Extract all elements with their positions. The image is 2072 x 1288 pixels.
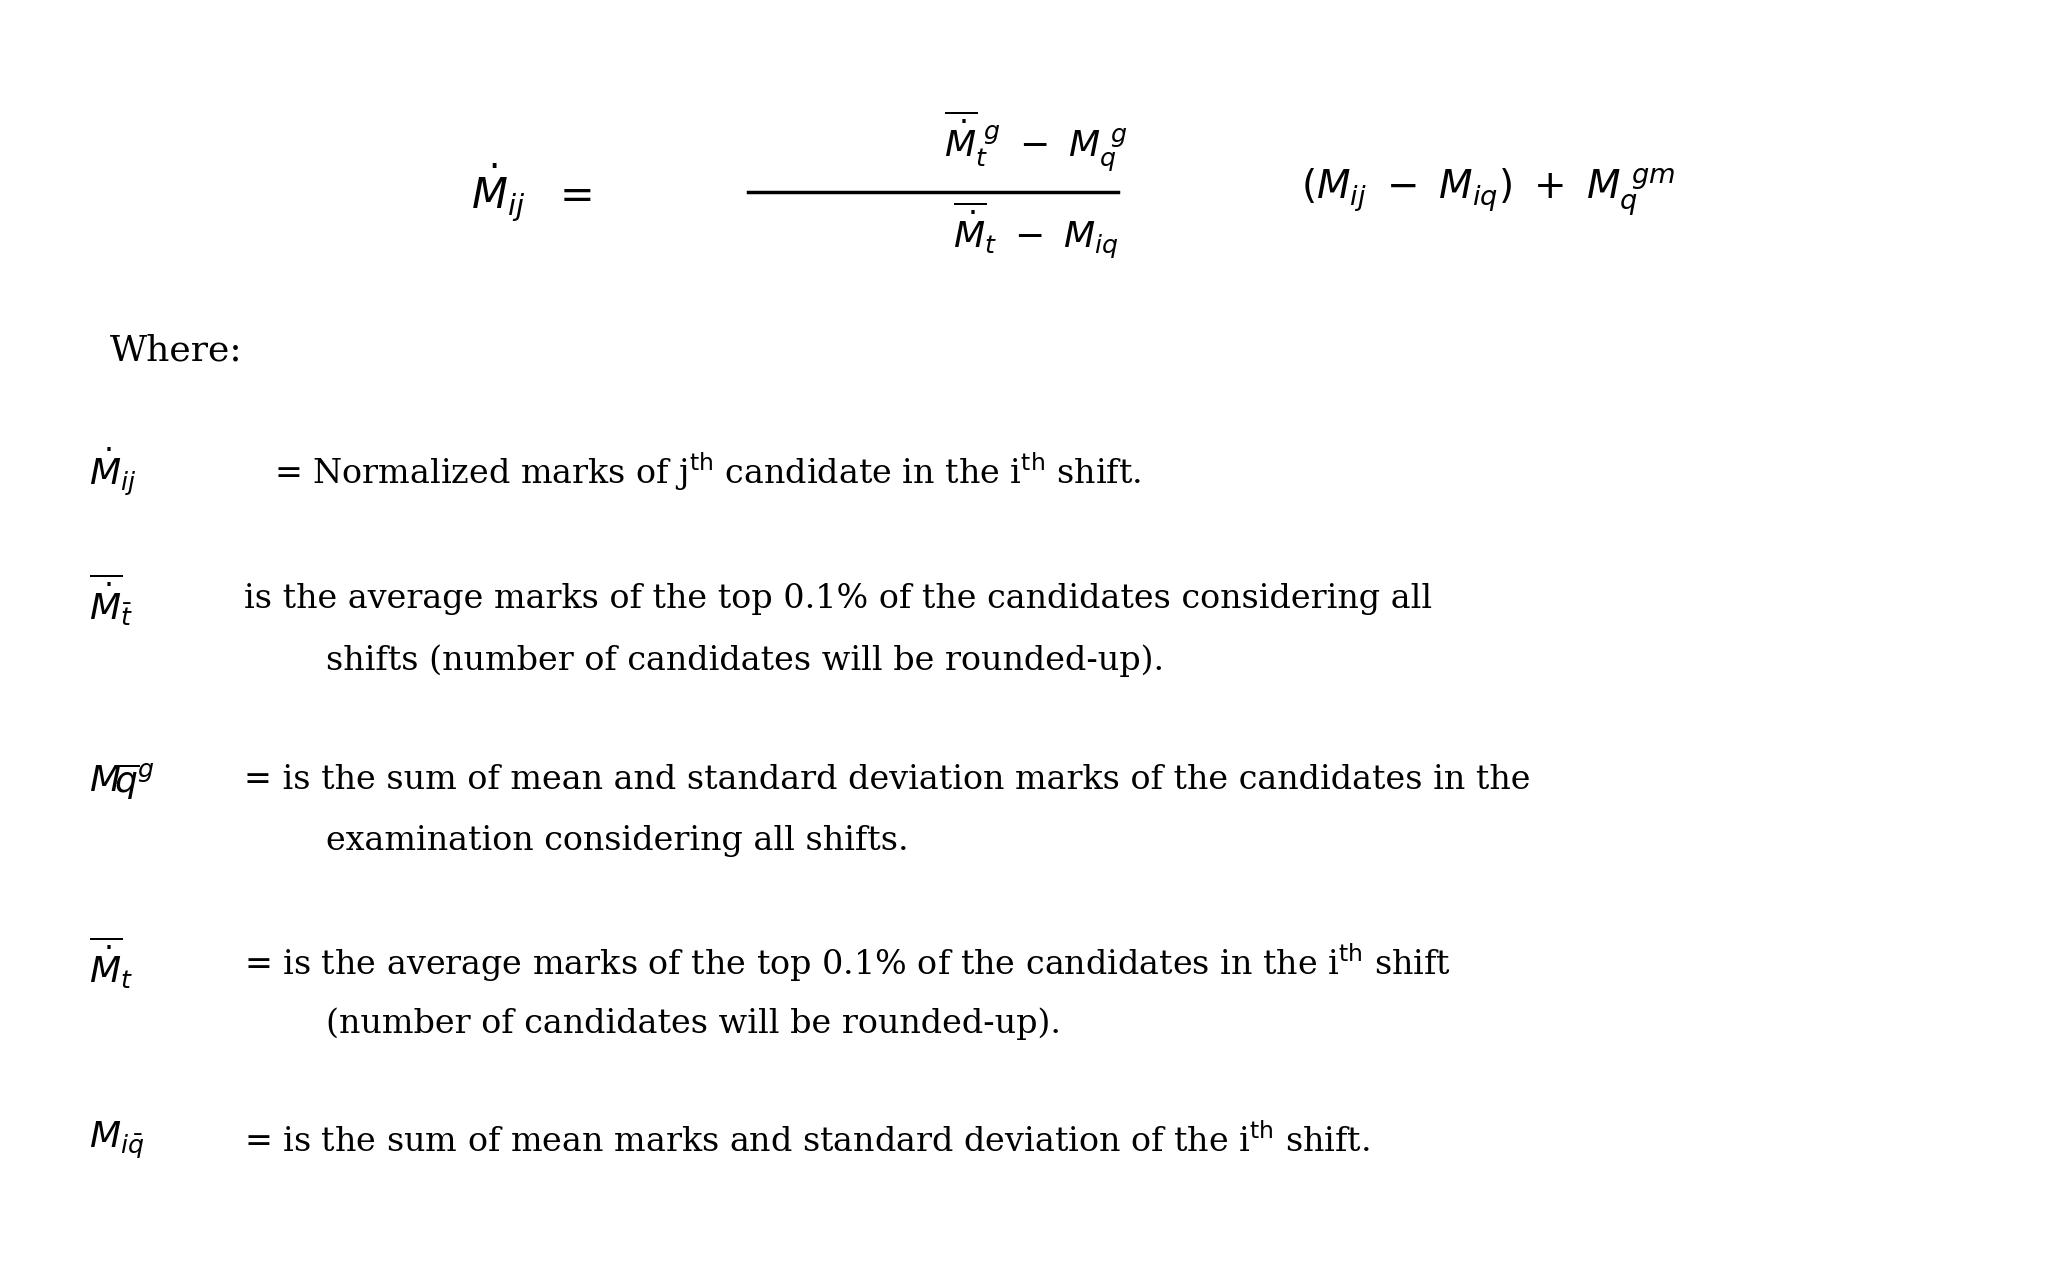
Text: = is the sum of mean and standard deviation marks of the candidates in the: = is the sum of mean and standard deviat… xyxy=(244,764,1529,796)
Text: shifts (number of candidates will be rounded-up).: shifts (number of candidates will be rou… xyxy=(325,644,1164,677)
Text: examination considering all shifts.: examination considering all shifts. xyxy=(325,826,910,858)
Text: $M\!\overline{q}_{\ }^{g}$: $M\!\overline{q}_{\ }^{g}$ xyxy=(89,761,155,799)
Text: $\overline{\dot{M}}_{t}$: $\overline{\dot{M}}_{t}$ xyxy=(89,934,133,990)
Text: $M_{i\bar{q}}$: $M_{i\bar{q}}$ xyxy=(89,1121,145,1162)
Text: $\overline{\dot{M}}_{t}\ -\ M_{iq}$: $\overline{\dot{M}}_{t}\ -\ M_{iq}$ xyxy=(953,200,1119,260)
Text: $\overline{\dot{M}}_{\bar{t}}$: $\overline{\dot{M}}_{\bar{t}}$ xyxy=(89,571,133,627)
Text: $\dot{M}_{ij}\ \ =$: $\dot{M}_{ij}\ \ =$ xyxy=(470,161,593,223)
Text: = is the sum of mean marks and standard deviation of the i$^{\mathrm{th}}$ shift: = is the sum of mean marks and standard … xyxy=(244,1123,1370,1159)
Text: (number of candidates will be rounded-up).: (number of candidates will be rounded-up… xyxy=(325,1007,1061,1039)
Text: is the average marks of the top 0.1% of the candidates considering all: is the average marks of the top 0.1% of … xyxy=(244,583,1432,616)
Text: Where:: Where: xyxy=(110,334,242,368)
Text: = Normalized marks of j$^{\mathrm{th}}$ candidate in the i$^{\mathrm{th}}$ shift: = Normalized marks of j$^{\mathrm{th}}$ … xyxy=(274,451,1142,493)
Text: = is the average marks of the top 0.1% of the candidates in the i$^{\mathrm{th}}: = is the average marks of the top 0.1% o… xyxy=(244,942,1450,984)
Text: $(M_{ij}\ -\ M_{iq})\ +\ M_{q}^{\ gm}$: $(M_{ij}\ -\ M_{iq})\ +\ M_{q}^{\ gm}$ xyxy=(1301,166,1676,218)
Text: $\overline{\dot{M}}_{t}^{\ g}\ -\ M_{q}^{\ g}$: $\overline{\dot{M}}_{t}^{\ g}\ -\ M_{q}^… xyxy=(945,108,1127,174)
Text: $\dot{M}_{ij}$: $\dot{M}_{ij}$ xyxy=(89,446,137,498)
